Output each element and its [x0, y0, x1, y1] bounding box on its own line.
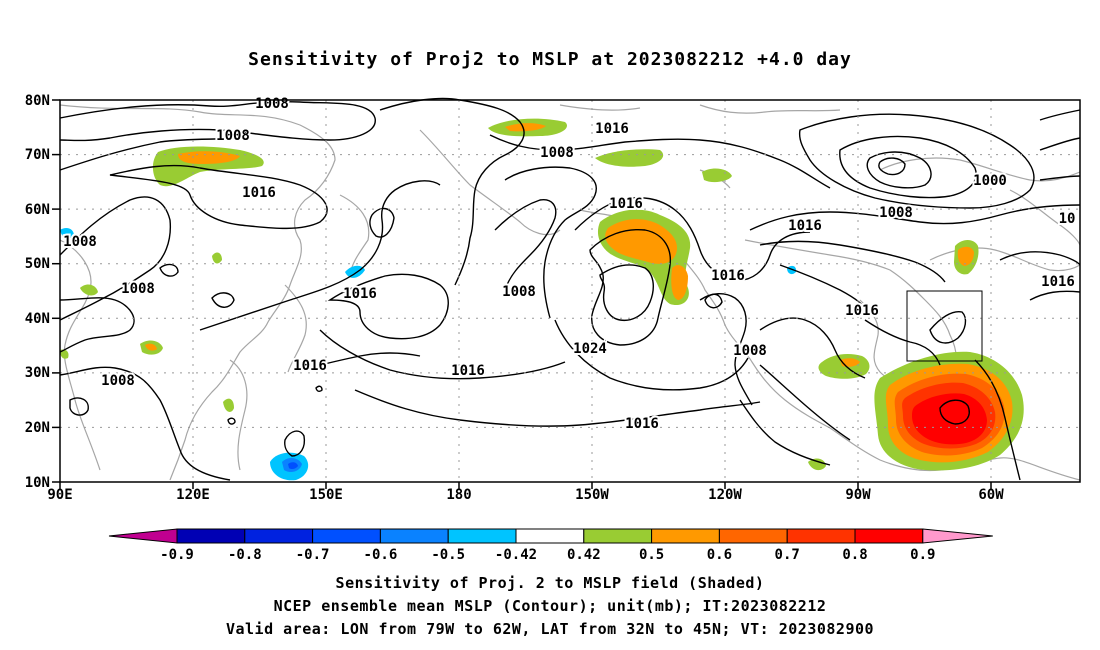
- lon-label: 120E: [176, 487, 210, 503]
- contour-label: 1008: [216, 128, 250, 144]
- lon-labels: 90E 120E 150E 180 150W 120W 90W 60W: [47, 487, 1004, 503]
- colorbar-box: [379, 528, 449, 544]
- colorbar-box: [312, 528, 381, 544]
- colorbar-box: [515, 528, 585, 544]
- contour-label: 1016: [609, 196, 643, 212]
- contour-label: 1016: [711, 268, 745, 284]
- axis-ticks: [52, 99, 992, 489]
- caption-valid-area: Valid area: LON from 79W to 62W, LAT fro…: [225, 620, 875, 638]
- colorbar-label: 0.9: [910, 547, 935, 563]
- shade-pac-orange2: [671, 265, 688, 300]
- contour-label: 1008: [121, 281, 155, 297]
- contour-label: 1008: [255, 96, 289, 112]
- contour-label: 1016: [788, 218, 822, 234]
- shade-spot-2: [80, 284, 98, 296]
- colorbar-box: [244, 528, 314, 544]
- colorbar-label: -0.6: [364, 547, 398, 563]
- lon-label: 150W: [575, 487, 609, 503]
- contour-label: 1016: [242, 185, 276, 201]
- colorbar-label: -0.9: [160, 547, 194, 563]
- colorbar-label: 0.42: [567, 547, 601, 563]
- lon-label: 90W: [845, 487, 871, 503]
- contour-labels: 1008 1008 1016 1016 1008 1016 1008 1008 …: [61, 94, 1077, 434]
- shade-neg-3: [60, 228, 74, 239]
- coastlines: [59, 104, 1081, 481]
- contour-label: 1016: [845, 303, 879, 319]
- shade-siberia-orange: [178, 151, 240, 164]
- lat-labels: 80N 70N 60N 50N 40N 30N 20N 10N: [25, 93, 50, 491]
- colorbar-box: [718, 528, 788, 544]
- contour-label: 1008: [540, 145, 574, 161]
- colorbar-label: -0.7: [296, 547, 330, 563]
- chart-title: Sensitivity of Proj2 to MSLP at 20230822…: [248, 49, 852, 70]
- colorbar-label: -0.42: [495, 547, 537, 563]
- shade-pac-orange: [605, 219, 678, 264]
- contour-label: 10: [1059, 211, 1076, 227]
- shade-spot-5: [808, 458, 826, 471]
- caption-shaded: Sensitivity of Proj. 2 to MSLP field (Sh…: [335, 574, 765, 592]
- lat-label: 30N: [25, 365, 50, 381]
- colorbar-triangle-right: [922, 528, 993, 544]
- contour-label: 1024: [573, 341, 607, 357]
- contour-label: 1016: [343, 286, 377, 302]
- lat-label: 20N: [25, 420, 50, 436]
- colorbar-label: 0.8: [842, 547, 867, 563]
- lon-label: 90E: [47, 487, 72, 503]
- colorbar-box: [786, 528, 856, 544]
- sensitivity-map: 1008 1008 1016 1016 1008 1016 1008 1008 …: [25, 93, 1081, 563]
- contour-label: 1008: [63, 234, 97, 250]
- shade-alaska-green: [595, 149, 664, 167]
- colorbar-label: 0.6: [707, 547, 732, 563]
- colorbar-label: 0.7: [775, 547, 800, 563]
- colorbar-box: [447, 528, 517, 544]
- valid-area-box: [906, 290, 983, 362]
- shade-alaska-green2: [702, 168, 732, 183]
- contour-label: 1016: [1041, 274, 1075, 290]
- lon-label: 120W: [708, 487, 742, 503]
- colorbar: -0.9 -0.8 -0.7 -0.6 -0.5 -0.42 0.42 0.5 0.6 0.7 0.…: [108, 528, 993, 563]
- lon-label: 180: [446, 487, 471, 503]
- contour-label: 1008: [502, 284, 536, 300]
- plot-frame: [59, 99, 1081, 483]
- contour-label: 1016: [293, 358, 327, 374]
- colorbar-box: [176, 528, 246, 544]
- colorbar-box: [854, 528, 924, 544]
- shade-nf-orange: [957, 246, 974, 266]
- lat-label: 60N: [25, 202, 50, 218]
- colorbar-label: -0.5: [431, 547, 465, 563]
- caption-contour: NCEP ensemble mean MSLP (Contour); unit(…: [273, 597, 827, 615]
- colorbar-box: [583, 528, 653, 544]
- contour-label: 1016: [625, 416, 659, 432]
- contour-label: 1008: [101, 373, 135, 389]
- lat-label: 10N: [25, 475, 50, 491]
- lat-label: 50N: [25, 256, 50, 272]
- contour-label: 1016: [451, 363, 485, 379]
- shade-spot-1o: [145, 343, 157, 351]
- shade-spot-3: [223, 398, 234, 412]
- colorbar-label: 0.5: [639, 547, 664, 563]
- contour-label: 1000: [973, 173, 1007, 189]
- lat-label: 80N: [25, 93, 50, 109]
- contour-label: 1008: [879, 205, 913, 221]
- shade-bering-orange: [505, 123, 546, 132]
- contour-label: 1008: [733, 343, 767, 359]
- shade-neg-2: [345, 265, 365, 278]
- lat-lon-grid: [60, 100, 1080, 482]
- shade-spot-4: [212, 252, 222, 264]
- lat-label: 40N: [25, 311, 50, 327]
- colorbar-label: -0.8: [228, 547, 262, 563]
- colorbar-box: [651, 528, 720, 544]
- lon-label: 60W: [978, 487, 1004, 503]
- lat-label: 70N: [25, 147, 50, 163]
- contour-label: 1016: [595, 121, 629, 137]
- lon-label: 150E: [309, 487, 343, 503]
- shade-neg-1c: [288, 462, 298, 470]
- colorbar-triangle-left: [108, 528, 178, 544]
